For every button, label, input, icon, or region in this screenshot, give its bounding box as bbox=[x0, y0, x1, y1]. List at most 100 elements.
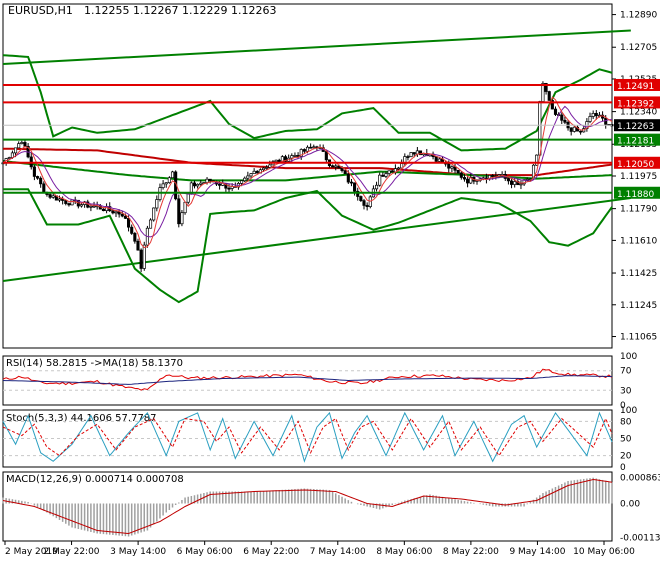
candle-body bbox=[331, 165, 335, 168]
candle-body bbox=[346, 173, 350, 183]
candle-body bbox=[506, 178, 510, 182]
candle-body bbox=[387, 170, 391, 174]
candle-body bbox=[127, 218, 131, 228]
stoch-main-line bbox=[2, 411, 613, 463]
macd-signal-line bbox=[2, 478, 613, 535]
candle-body bbox=[167, 177, 171, 184]
candle-body bbox=[290, 155, 294, 159]
candle-body bbox=[57, 198, 62, 201]
price-tick-label: 1.12705 bbox=[620, 43, 657, 53]
price-tick-label: 1.11425 bbox=[620, 269, 657, 279]
candle-body bbox=[509, 180, 514, 185]
candle-body bbox=[148, 219, 153, 229]
candle-body bbox=[396, 167, 401, 170]
candle-body bbox=[64, 200, 68, 204]
chart-layer: 1.128901.127051.125251.123401.121551.119… bbox=[1, 3, 660, 557]
candle-body bbox=[491, 175, 495, 177]
candle-body bbox=[111, 210, 115, 214]
time-tick-label: 6 May 22:00 bbox=[243, 547, 299, 557]
candle-body bbox=[447, 163, 451, 169]
candle-body bbox=[14, 147, 18, 154]
candle-body bbox=[246, 175, 250, 179]
candle-body bbox=[362, 200, 366, 206]
time-tick-label: 3 May 14:00 bbox=[110, 547, 166, 557]
stoch-tick-label: 50 bbox=[620, 435, 632, 445]
candle-body bbox=[123, 215, 127, 219]
candle-body bbox=[450, 166, 454, 169]
candle-body bbox=[196, 183, 200, 187]
bollinger-upper bbox=[2, 54, 613, 152]
rsi-label: RSI(14) 58.2815 ->MA(18) 58.1370 bbox=[6, 358, 183, 369]
candle-body bbox=[334, 165, 338, 168]
candle-body bbox=[142, 244, 146, 269]
candle-body bbox=[469, 176, 473, 184]
candle-body bbox=[199, 182, 203, 185]
trend-channel-lower bbox=[2, 197, 631, 282]
moving-average-slow bbox=[3, 147, 613, 177]
candle-body bbox=[560, 114, 564, 121]
level-price-label: 1.12050 bbox=[617, 160, 654, 170]
candle-body bbox=[340, 167, 344, 171]
price-tick-label: 1.12340 bbox=[620, 108, 657, 118]
candle-body bbox=[378, 174, 382, 186]
current-price-tag bbox=[614, 119, 660, 132]
candle-body bbox=[268, 164, 272, 168]
current-price-label: 1.12263 bbox=[617, 122, 654, 132]
macd-tick-label: 0.00 bbox=[620, 500, 640, 510]
candle-body bbox=[531, 164, 536, 180]
candle-body bbox=[541, 83, 545, 102]
candle-body bbox=[7, 157, 11, 159]
candle-body bbox=[324, 151, 328, 161]
candle-body bbox=[302, 149, 306, 152]
candle-body bbox=[525, 178, 529, 181]
candle-body bbox=[283, 156, 288, 162]
price-tick-label: 1.12890 bbox=[620, 11, 657, 21]
candle-body bbox=[519, 183, 523, 186]
candle-body bbox=[353, 182, 357, 192]
stoch-signal-line bbox=[2, 417, 613, 457]
rsi-tick-label: 30 bbox=[620, 386, 632, 396]
candle-body bbox=[218, 183, 222, 186]
level-price-tag bbox=[614, 156, 660, 169]
candle-body bbox=[579, 130, 583, 133]
candle-body bbox=[375, 184, 379, 190]
candle-body bbox=[412, 152, 416, 155]
level-price-tag bbox=[614, 133, 660, 146]
rsi-tick-label: 0 bbox=[620, 401, 626, 411]
candle-body bbox=[205, 178, 209, 183]
stoch-tick-label: 100 bbox=[620, 406, 637, 416]
candle-body bbox=[466, 178, 470, 184]
candle-body bbox=[365, 205, 369, 207]
candle-body bbox=[381, 174, 385, 177]
candle-body bbox=[591, 113, 595, 117]
candle-body bbox=[227, 187, 231, 190]
candle-body bbox=[180, 212, 184, 225]
candle-body bbox=[155, 199, 159, 209]
candle-body bbox=[170, 171, 175, 179]
time-tick-label: 6 May 06:00 bbox=[177, 547, 233, 557]
candle-body bbox=[535, 154, 539, 166]
candle-body bbox=[117, 211, 121, 215]
price-tick-label: 1.11245 bbox=[620, 301, 657, 311]
candle-body bbox=[17, 143, 21, 149]
candle-body bbox=[513, 181, 517, 185]
candle-body bbox=[390, 170, 394, 173]
candle-body bbox=[23, 142, 27, 147]
candle-body bbox=[409, 152, 413, 157]
level-price-label: 1.12392 bbox=[617, 99, 654, 109]
candle-body bbox=[240, 180, 244, 184]
candle-body bbox=[312, 146, 316, 149]
macd-tick-label: 0.000863 bbox=[620, 474, 660, 484]
candle-body bbox=[20, 142, 24, 144]
candle-body bbox=[42, 183, 46, 193]
candle-body bbox=[563, 119, 567, 123]
candle-body bbox=[572, 126, 576, 132]
candle-body bbox=[588, 116, 592, 122]
candle-body bbox=[243, 177, 247, 182]
candle-body bbox=[255, 170, 259, 174]
candle-body bbox=[164, 182, 168, 185]
candle-body bbox=[70, 199, 74, 206]
candle-body bbox=[544, 83, 548, 92]
